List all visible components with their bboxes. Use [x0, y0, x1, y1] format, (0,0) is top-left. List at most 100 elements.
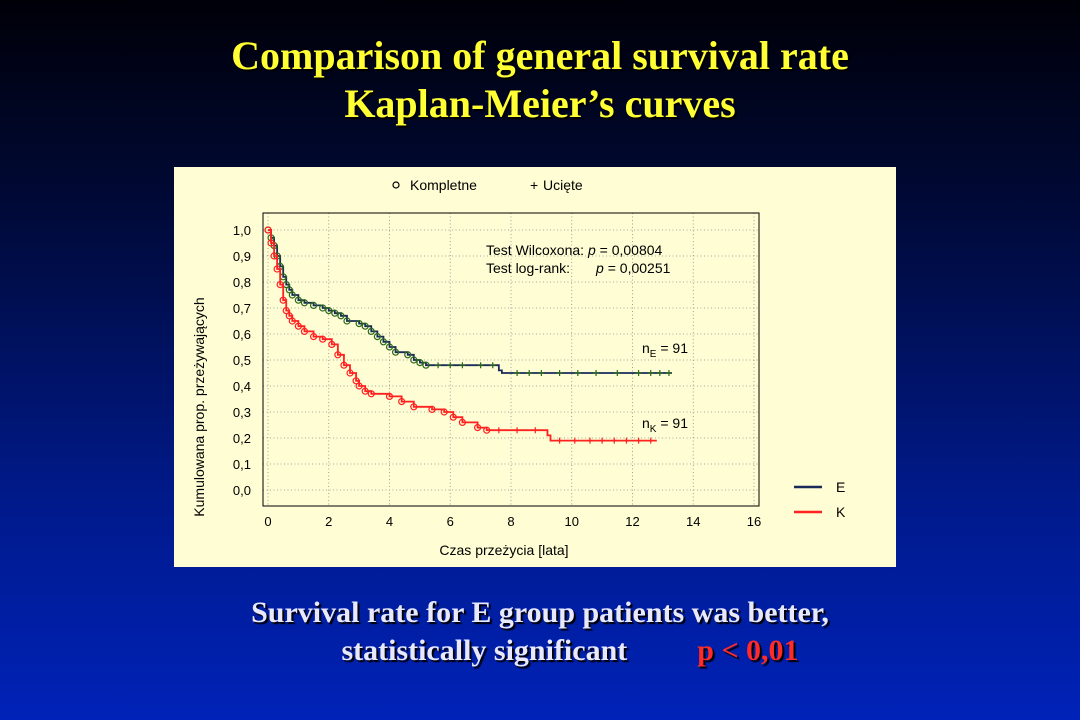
censored-marker-icon: +	[530, 177, 538, 193]
censored-marker	[514, 370, 521, 376]
complete-event-marker	[404, 351, 412, 359]
marker-legend-complete: Kompletne	[410, 177, 477, 193]
complete-event-marker	[379, 338, 388, 346]
complete-event-marker	[483, 426, 491, 434]
complete-event-marker	[410, 403, 418, 411]
complete-event-marker	[367, 390, 375, 398]
x-tick-label: 2	[325, 514, 332, 529]
censored-marker	[447, 362, 454, 369]
censored-marker	[623, 437, 630, 444]
complete-event-marker	[337, 312, 345, 320]
legend-label-k: K	[836, 504, 846, 520]
x-tick-label: 8	[507, 514, 514, 529]
caption-line-1: Survival rate for E group patients was b…	[251, 596, 829, 629]
complete-event-marker	[416, 359, 424, 367]
complete-event-marker	[367, 327, 375, 335]
complete-event-marker	[273, 265, 281, 273]
complete-event-marker	[309, 301, 318, 309]
y-tick-label: 1,0	[233, 223, 251, 238]
censored-marker	[477, 362, 484, 369]
complete-event-marker	[449, 413, 457, 421]
complete-event-marker	[355, 320, 363, 328]
censored-marker	[532, 427, 539, 434]
y-tick-label: 0,5	[233, 353, 251, 368]
n-k-annotation: nK = 91	[642, 415, 688, 435]
y-tick-label: 0,7	[233, 301, 251, 316]
n-e-annotation: nE = 91	[642, 340, 688, 360]
complete-event-marker	[355, 382, 363, 390]
logrank-test-annotation: Test log-rank: p = 0,00251	[486, 260, 671, 276]
series-E-line	[268, 229, 672, 374]
y-tick-label: 0,1	[233, 457, 251, 472]
y-tick-label: 0,2	[233, 431, 251, 446]
complete-event-marker	[440, 408, 448, 416]
complete-marker-icon	[392, 181, 400, 189]
y-tick-label: 0,4	[233, 379, 251, 394]
censored-marker	[495, 427, 502, 434]
y-tick-label: 0,0	[233, 483, 251, 498]
title-line-1: Comparison of general survival rate	[231, 33, 849, 78]
y-tick-label: 0,9	[233, 249, 251, 264]
complete-event-marker	[319, 335, 327, 343]
y-tick-label: 0,3	[233, 405, 251, 420]
complete-event-marker	[361, 387, 369, 395]
censored-marker	[556, 370, 563, 376]
censored-marker	[647, 370, 654, 376]
complete-event-marker	[343, 317, 351, 325]
wilcoxon-test-annotation: Test Wilcoxona: p = 0,00804	[486, 242, 663, 258]
complete-event-marker	[373, 333, 381, 341]
complete-event-marker	[294, 322, 302, 330]
plot-area	[262, 212, 760, 507]
marker-legend-censored: Ucięte	[543, 177, 583, 193]
complete-event-marker	[473, 424, 482, 432]
x-tick-label: 10	[565, 514, 579, 529]
x-tick-label: 0	[264, 514, 271, 529]
complete-event-marker	[285, 312, 293, 320]
complete-event-marker	[385, 392, 394, 400]
censored-marker	[611, 437, 618, 444]
complete-event-marker	[361, 322, 369, 330]
complete-event-marker	[264, 226, 272, 234]
complete-event-marker	[300, 327, 309, 335]
complete-event-marker	[294, 296, 302, 304]
complete-event-marker	[385, 343, 394, 351]
x-tick-label: 12	[625, 514, 639, 529]
complete-event-marker	[422, 361, 430, 369]
kaplan-meier-chart: 0,0 0,1 0,2 0,3 0,4 0,5 0,6 0,7 0,8 0,9 1,0 0 2 4 6 8 1…	[174, 167, 896, 567]
complete-event-marker	[276, 280, 284, 289]
censored-marker	[459, 362, 466, 369]
legend-label-e: E	[836, 479, 845, 495]
complete-event-marker	[300, 299, 309, 307]
censored-marker	[538, 370, 545, 376]
x-tick-label: 4	[386, 514, 393, 529]
censored-marker	[647, 437, 654, 444]
censored-marker	[599, 437, 606, 444]
censored-marker	[489, 362, 496, 369]
censored-marker	[635, 437, 642, 444]
complete-event-marker	[328, 340, 336, 348]
complete-event-marker	[352, 377, 360, 385]
x-tick-label: 6	[447, 514, 454, 529]
censored-marker	[593, 370, 600, 376]
series-layer	[264, 226, 672, 444]
censored-marker	[635, 370, 642, 376]
censored-marker	[574, 370, 581, 376]
complete-event-marker	[334, 351, 342, 359]
x-tick-label: 14	[686, 514, 700, 529]
censored-marker	[614, 370, 621, 376]
y-tick-label: 0,6	[233, 327, 251, 342]
censored-marker	[556, 437, 563, 444]
y-tick-label: 0,8	[233, 275, 251, 290]
title-line-2: Kaplan-Meier’s curves	[344, 81, 736, 126]
chart-svg: 0,0 0,1 0,2 0,3 0,4 0,5 0,6 0,7 0,8 0,9 1,0 0 2 4 6 8 1…	[191, 177, 846, 558]
complete-event-marker	[267, 239, 275, 247]
y-axis-label: Kumulowana prop. przeżywających	[191, 297, 207, 516]
complete-event-marker	[288, 317, 296, 325]
complete-event-marker	[325, 307, 333, 315]
complete-event-marker	[340, 361, 348, 369]
complete-event-marker	[410, 356, 418, 364]
series-K	[264, 226, 657, 444]
complete-event-marker	[346, 369, 354, 377]
complete-event-marker	[279, 296, 287, 304]
complete-event-marker	[285, 286, 293, 294]
